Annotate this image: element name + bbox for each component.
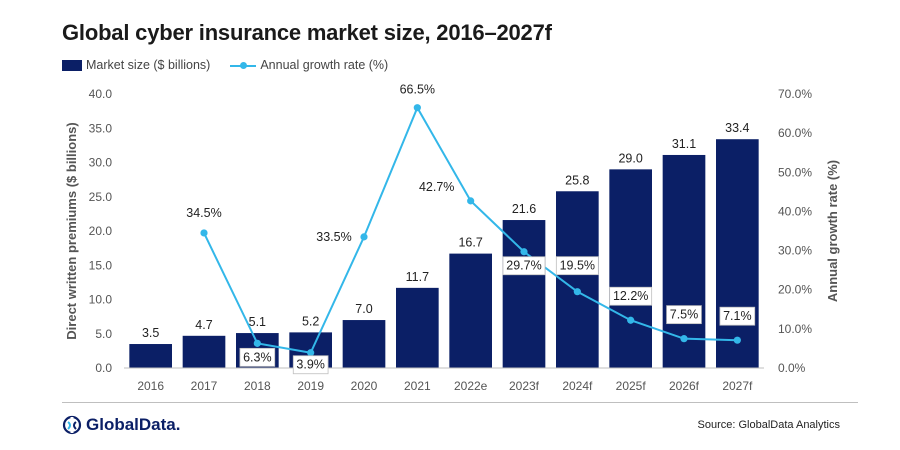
y2-tick-label: 50.0% — [778, 165, 812, 179]
legend-label-growth-rate: Annual growth rate (%) — [260, 58, 389, 72]
bar-market-size — [449, 253, 492, 368]
legend-item-growth-rate: Annual growth rate (%) — [230, 58, 388, 72]
bar-data-label: 33.4 — [725, 121, 749, 135]
bar-data-label: 16.7 — [458, 236, 482, 250]
x-tick-label: 2025f — [616, 379, 647, 393]
growth-rate-point — [680, 335, 688, 343]
bar-market-size — [716, 139, 759, 368]
y-tick-label: 15.0 — [89, 258, 113, 272]
bar-data-label: 25.8 — [565, 173, 589, 187]
line-data-label-box — [555, 256, 599, 276]
x-tick-label: 2018 — [244, 379, 271, 393]
footer-divider — [62, 402, 858, 403]
x-tick-label: 2021 — [404, 379, 431, 393]
bar-market-size — [342, 320, 386, 368]
growth-rate-point — [200, 229, 208, 237]
line-data-label-box — [719, 306, 756, 326]
y-tick-label: 40.0 — [89, 87, 113, 101]
growth-rate-point — [627, 316, 635, 324]
bar-market-size — [182, 335, 226, 368]
bar-data-label: 11.7 — [406, 270, 429, 284]
globaldata-logo-icon — [62, 415, 82, 435]
bar-market-size — [502, 220, 546, 368]
bar-market-size — [129, 344, 172, 368]
x-tick-label: 2027f — [722, 379, 753, 393]
legend-swatch-bar — [62, 59, 82, 71]
x-tick-label: 2017 — [191, 379, 218, 393]
y-tick-label: 20.0 — [89, 224, 113, 238]
line-data-label: 7.5% — [670, 308, 699, 322]
line-data-label: 3.9% — [296, 358, 325, 372]
line-data-label-box — [239, 347, 276, 367]
brand-logo: GlobalData. — [62, 414, 180, 436]
line-data-label-box — [502, 256, 546, 276]
chart-canvas: 0.0 5.0 10.0 15.0 20.0 25.0 30.0 35.0 40.0 0.0% 10… — [64, 83, 840, 393]
line-data-label-box — [666, 305, 702, 325]
line-data-label: 34.5% — [186, 206, 221, 220]
y-tick-label: 0.0 — [95, 361, 112, 375]
bar-market-size — [609, 169, 652, 368]
y-tick-label: 10.0 — [89, 293, 113, 307]
bar-data-label: 5.2 — [302, 314, 319, 328]
growth-rate-point — [520, 248, 528, 256]
brand-name: GlobalData. — [86, 415, 181, 434]
y2-tick-label: 30.0% — [778, 244, 812, 258]
x-tick-label: 2024f — [562, 379, 593, 393]
y2-tick-label: 70.0% — [778, 87, 812, 101]
y-tick-label: 5.0 — [95, 327, 112, 341]
legend-label-market-size: Market size ($ billions) — [86, 58, 211, 72]
line-data-label: 33.5% — [316, 230, 351, 244]
bar-market-size — [556, 191, 599, 368]
x-tick-label: 2020 — [351, 379, 378, 393]
chart-title: Global cyber insurance market size, 2016… — [62, 20, 552, 45]
y2-tick-label: 60.0% — [778, 126, 812, 140]
line-data-label: 7.1% — [723, 309, 752, 323]
legend-item-market-size: Market size ($ billions) — [62, 58, 210, 72]
x-tick-label: 2023f — [509, 379, 540, 393]
line-data-label: 66.5% — [400, 83, 435, 97]
line-data-label: 29.7% — [506, 259, 541, 273]
bar-data-label: 4.7 — [195, 318, 212, 332]
y-tick-label: 35.0 — [89, 121, 113, 135]
line-data-label: 12.2% — [613, 289, 648, 303]
y2-axis-title: Annual growth rate (%) — [825, 160, 840, 302]
bar-market-size — [662, 154, 706, 368]
line-data-label-box — [609, 286, 653, 306]
growth-rate-point — [573, 288, 581, 296]
source-note: Source: GlobalData Analytics — [697, 419, 840, 431]
line-data-label: 6.3% — [243, 350, 272, 364]
bar-data-label: 7.0 — [355, 302, 372, 316]
chart-legend: Market size ($ billions) Annual growth r… — [62, 58, 408, 72]
y2-tick-label: 40.0% — [778, 204, 812, 218]
growth-rate-point — [467, 197, 475, 205]
bar-data-label: 3.5 — [142, 326, 159, 340]
x-tick-label: 2019 — [297, 379, 324, 393]
y-tick-label: 25.0 — [89, 190, 113, 204]
bar-market-size — [396, 287, 439, 368]
bar-data-label: 29.0 — [618, 151, 642, 165]
bar-data-label: 21.6 — [512, 202, 536, 216]
growth-rate-point — [307, 349, 315, 357]
x-tick-label: 2022e — [454, 379, 488, 393]
growth-rate-point — [733, 336, 741, 344]
line-data-label: 42.7% — [419, 180, 454, 194]
bar-data-label: 5.1 — [249, 315, 266, 329]
legend-swatch-line — [230, 60, 257, 71]
y2-tick-label: 0.0% — [778, 361, 806, 375]
x-tick-label: 2016 — [137, 379, 164, 393]
growth-rate-point — [413, 104, 421, 112]
line-data-label-box — [292, 355, 329, 375]
y-tick-label: 30.0 — [89, 156, 113, 170]
x-tick-label: 2026f — [669, 379, 700, 393]
growth-rate-point — [360, 233, 368, 241]
growth-rate-point — [253, 339, 261, 347]
y2-tick-label: 20.0% — [778, 283, 812, 297]
bar-data-label: 31.1 — [672, 137, 696, 151]
y-axis-title: Direct written premiums ($ billions) — [64, 122, 79, 339]
line-data-label: 19.5% — [560, 259, 595, 273]
y2-tick-label: 10.0% — [778, 322, 812, 336]
